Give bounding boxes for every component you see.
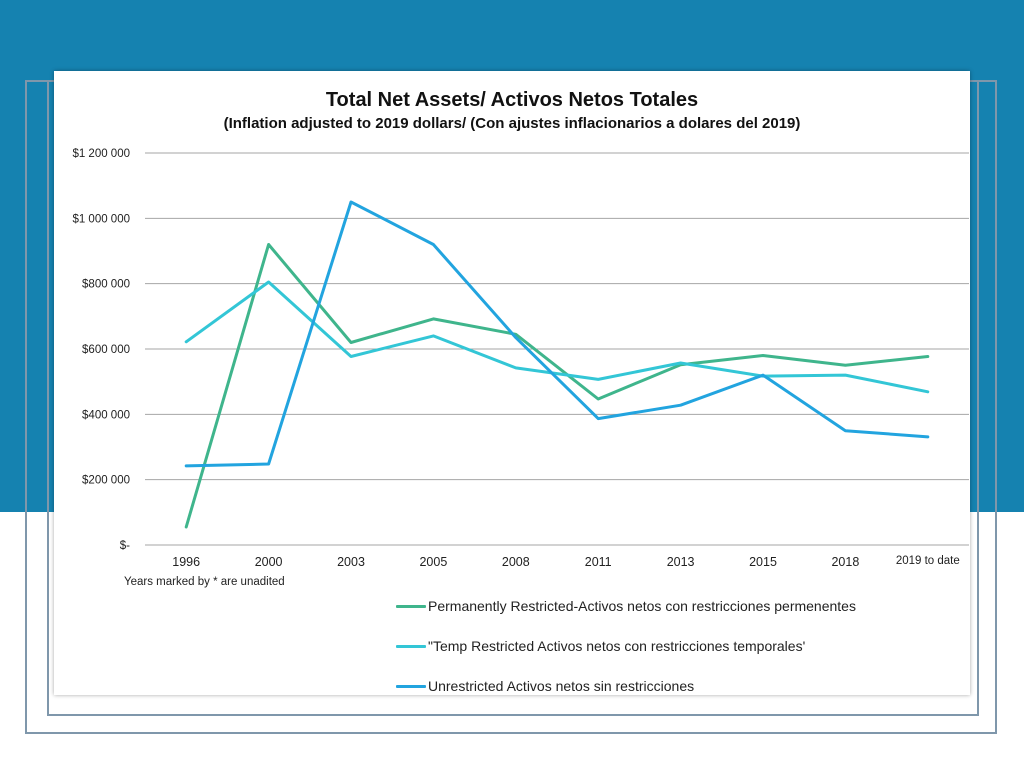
x-axis-ticks: 1996 2000 2003 2005 2008 2011 2013 2015 2018 2019… [172,555,959,569]
x-tick-label: 2018 [831,555,859,569]
legend-item-unrestricted: Unrestricted Activos netos sin restricci… [396,666,956,706]
y-tick-label: $600 000 [82,344,130,356]
chart-card: Total Net Assets/ Activos Netos Totales … [54,71,970,695]
x-tick-label: 2011 [585,555,612,569]
legend-item-temp-restricted: "Temp Restricted Activos netos con restr… [396,626,956,666]
gridlines [145,152,969,546]
y-axis-ticks: $- $200 000 $400 000 $600 000 $800 000 $1 000… [72,148,130,552]
chart-title: Total Net Assets/ Activos Netos Totales [326,89,698,111]
legend-label: "Temp Restricted Activos netos con restr… [428,638,806,654]
y-tick-label: $800 000 [82,279,130,291]
y-tick-label: $- [120,540,130,552]
y-tick-label: $1 200 000 [72,148,130,160]
x-tick-label: 2005 [419,555,447,569]
y-tick-label: $400 000 [82,409,130,421]
series-line-2 [184,200,930,468]
x-tick-label: 2015 [749,555,777,569]
legend: Permanently Restricted-Activos netos con… [396,586,956,706]
series-line-1 [184,280,930,394]
footnote: Years marked by * are unadited [124,576,285,588]
y-tick-label: $200 000 [82,475,130,487]
x-tick-label: 2000 [255,555,283,569]
y-tick-label: $1 000 000 [72,213,130,225]
legend-swatch [396,684,426,688]
series-line-0 [184,243,930,529]
x-tick-label: 2008 [502,555,530,569]
legend-swatch [396,604,426,608]
legend-label: Unrestricted Activos netos sin restricci… [428,678,695,694]
x-tick-label: 2019 to date [896,555,960,567]
legend-label: Permanently Restricted-Activos netos con… [428,598,856,614]
series-lines [184,200,930,529]
x-tick-label: 2003 [337,555,365,569]
legend-swatch [396,644,426,648]
chart-subtitle: (Inflation adjusted to 2019 dollars/ (Co… [224,115,801,132]
x-tick-label: 2013 [667,555,695,569]
line-chart: Total Net Assets/ Activos Netos Totales … [72,89,969,569]
legend-item-permanently-restricted: Permanently Restricted-Activos netos con… [396,586,956,626]
x-tick-label: 1996 [172,555,200,569]
